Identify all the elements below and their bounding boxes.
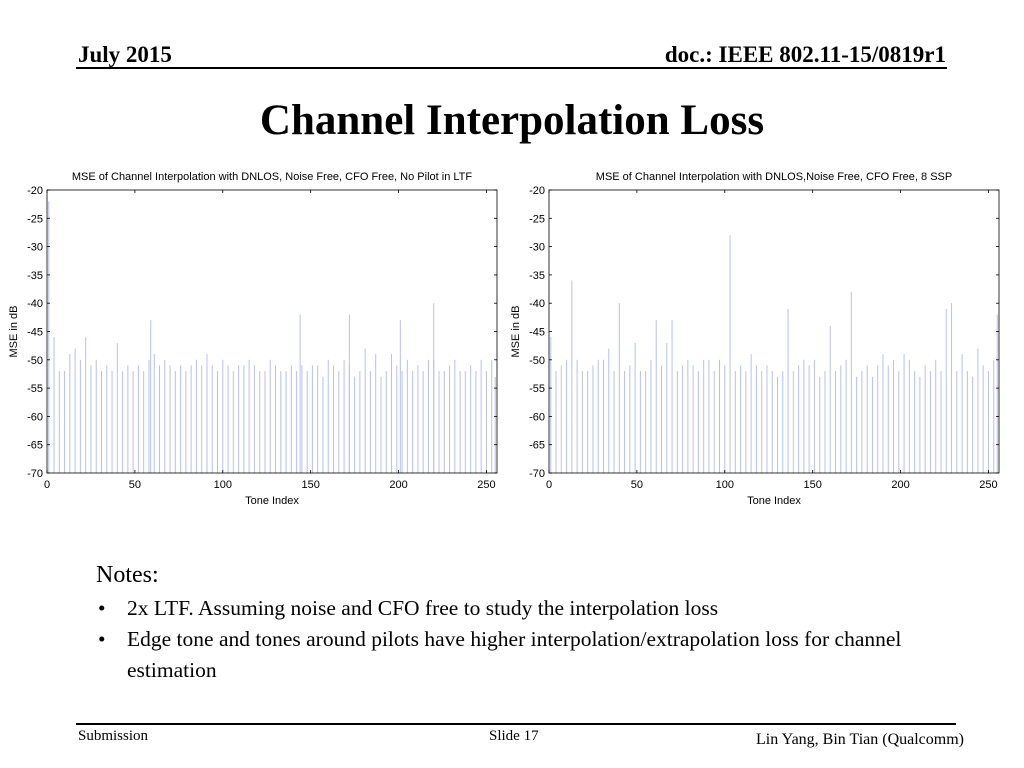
y-tick-label: -20 — [529, 185, 545, 197]
footer-submission: Submission — [78, 728, 149, 744]
notes-bullet-text: 2x LTF. Assuming noise and CFO free to s… — [127, 596, 719, 620]
y-tick-label: -65 — [27, 440, 43, 452]
chart-svg: -20 -25 -30 -35 -40 -45 -50 -55 -60 -65 -700 50 100 1… — [510, 171, 1000, 507]
y-tick-label: -70 — [529, 468, 545, 480]
x-tick-label: 50 — [129, 479, 141, 491]
x-tick-label: 150 — [301, 479, 319, 491]
chart-title: MSE of Channel Interpolation with DNLOS,… — [596, 171, 952, 183]
y-tick-label: -35 — [27, 270, 43, 282]
y-axis-label: MSE in dB — [8, 306, 20, 358]
chart-svg: -20 -25 -30 -35 -40 -45 -50 -55 -60 -65 -700 50 100 1… — [8, 171, 498, 507]
bullet-icon: • — [98, 596, 106, 620]
y-tick-label: -25 — [529, 213, 545, 225]
y-tick-label: -50 — [529, 355, 545, 367]
footer-rule — [76, 723, 956, 725]
x-tick-label: 200 — [389, 479, 407, 491]
y-tick-label: -65 — [529, 440, 545, 452]
y-tick-label: -30 — [529, 242, 545, 254]
y-tick-label: -40 — [529, 298, 545, 310]
chart-left: -20 -25 -30 -35 -40 -45 -50 -55 -60 -65 -70 0 50 100 1… — [0, 165, 505, 510]
x-tick-label: 50 — [631, 479, 643, 491]
x-axis-label: Tone Index — [747, 495, 801, 507]
y-tick-label: -45 — [27, 327, 43, 339]
y-tick-label: -25 — [27, 213, 43, 225]
y-tick-label: -20 — [27, 185, 43, 197]
notes-bullet-text: Edge tone and tones around pilots have h… — [127, 627, 902, 682]
y-tick-label: -50 — [27, 355, 43, 367]
chart-title: MSE of Channel Interpolation with DNLOS,… — [72, 171, 473, 183]
x-tick-label: 100 — [214, 479, 232, 491]
plot-frame — [46, 189, 498, 474]
header-rule — [76, 67, 947, 69]
chart-right: -20 -25 -30 -35 -40 -45 -50 -55 -60 -65 -70 0 50 100 1… — [502, 165, 1007, 510]
x-tick-label: 100 — [716, 479, 734, 491]
x-tick-label: 250 — [477, 479, 495, 491]
footer-authors: Lin Yang, Bin Tian (Qualcomm) — [755, 731, 964, 748]
footer-slide-number: Slide 17 — [489, 728, 539, 744]
y-axis-label: MSE in dB — [510, 306, 522, 358]
x-tick-label: 150 — [803, 479, 821, 491]
notes-heading: Notes: — [96, 562, 159, 588]
header-date: July 2015 — [78, 42, 172, 67]
x-tick-label: 250 — [979, 479, 997, 491]
x-tick-label: 0 — [44, 479, 50, 491]
notes-bullet: • 2x LTF. Assuming noise and CFO free to… — [96, 593, 976, 624]
series-group — [48, 201, 496, 473]
y-tick-label: -60 — [27, 411, 43, 423]
bullet-icon: • — [98, 627, 106, 651]
y-tick-label: -45 — [529, 327, 545, 339]
y-tick-label: -55 — [27, 383, 43, 395]
notes: Notes: • 2x LTF. Assuming noise and CFO … — [96, 560, 976, 686]
header-doc-id: doc.: IEEE 802.11-15/0819r1 — [664, 42, 946, 67]
slide-title: Channel Interpolation Loss — [259, 97, 765, 144]
notes-bullet: • Edge tone and tones around pilots have… — [96, 624, 976, 686]
plot-frame — [548, 189, 1000, 474]
x-tick-label: 200 — [891, 479, 909, 491]
y-tick-label: -40 — [27, 298, 43, 310]
x-axis-label: Tone Index — [245, 495, 299, 507]
y-tick-label: -60 — [529, 411, 545, 423]
y-tick-label: -30 — [27, 242, 43, 254]
x-tick-label: 0 — [546, 479, 552, 491]
series-group — [550, 235, 998, 473]
y-tick-label: -70 — [27, 468, 43, 480]
y-tick-label: -35 — [529, 270, 545, 282]
y-tick-label: -55 — [529, 383, 545, 395]
